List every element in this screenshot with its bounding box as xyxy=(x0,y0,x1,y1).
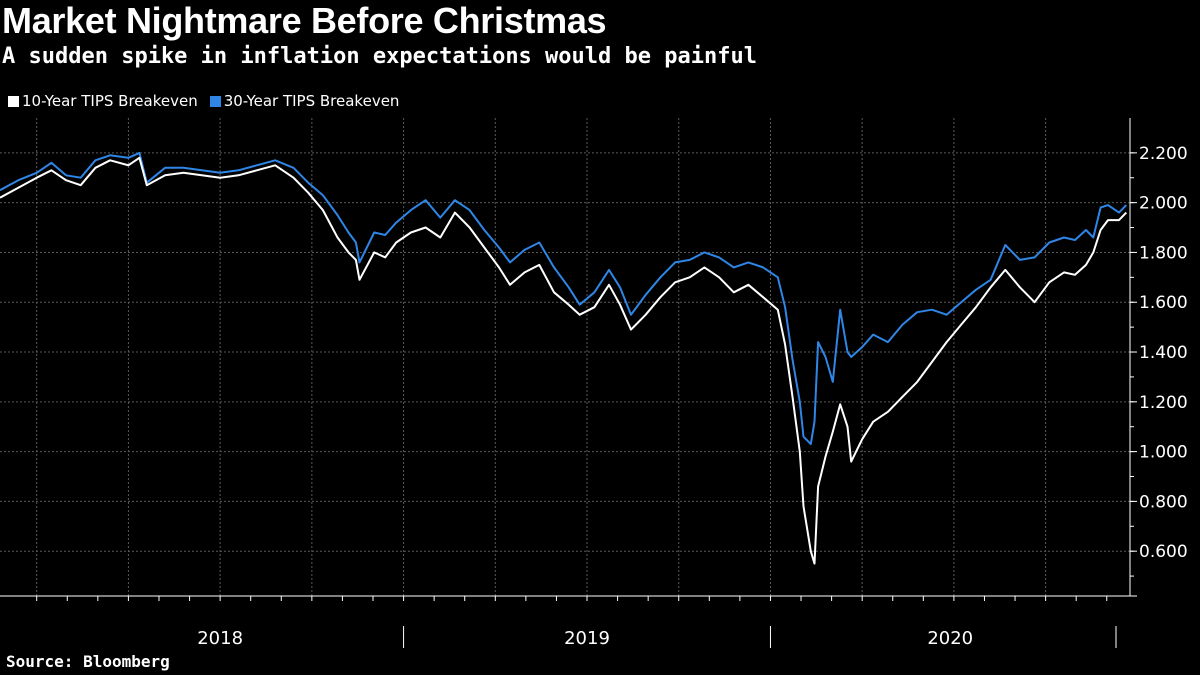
y-tick-label: 2.000 xyxy=(1139,194,1188,214)
legend: 10-Year TIPS Breakeven 30-Year TIPS Brea… xyxy=(8,92,411,110)
y-tick-label: 2.200 xyxy=(1139,144,1188,164)
y-tick-label: 0.600 xyxy=(1139,542,1188,562)
y-tick-label: 1.000 xyxy=(1139,443,1188,463)
x-year-label: 2019 xyxy=(564,628,610,649)
chart-subtitle: A sudden spike in inflation expectations… xyxy=(2,44,757,69)
series-line-10y xyxy=(0,156,1128,565)
chart-title: Market Nightmare Before Christmas xyxy=(2,0,607,41)
x-year-label: 2020 xyxy=(927,628,973,649)
legend-item-10y: 10-Year TIPS Breakeven xyxy=(8,92,198,110)
y-tick-label: 1.400 xyxy=(1139,343,1188,363)
x-year-label: 2018 xyxy=(197,628,243,649)
legend-swatch-30y xyxy=(209,95,221,107)
legend-swatch-10y xyxy=(8,95,19,107)
y-tick-label: 1.800 xyxy=(1139,243,1188,263)
source-note: Source: Bloomberg xyxy=(6,652,170,671)
y-tick-label: 1.600 xyxy=(1139,293,1188,313)
legend-label-10y: 10-Year TIPS Breakeven xyxy=(22,92,198,110)
y-tick-label: 1.200 xyxy=(1139,393,1188,413)
y-tick-label: 0.800 xyxy=(1139,492,1188,512)
series-line-30y xyxy=(0,151,1128,446)
legend-label-30y: 30-Year TIPS Breakeven xyxy=(223,92,400,110)
legend-item-30y: 30-Year TIPS Breakeven xyxy=(209,92,400,110)
